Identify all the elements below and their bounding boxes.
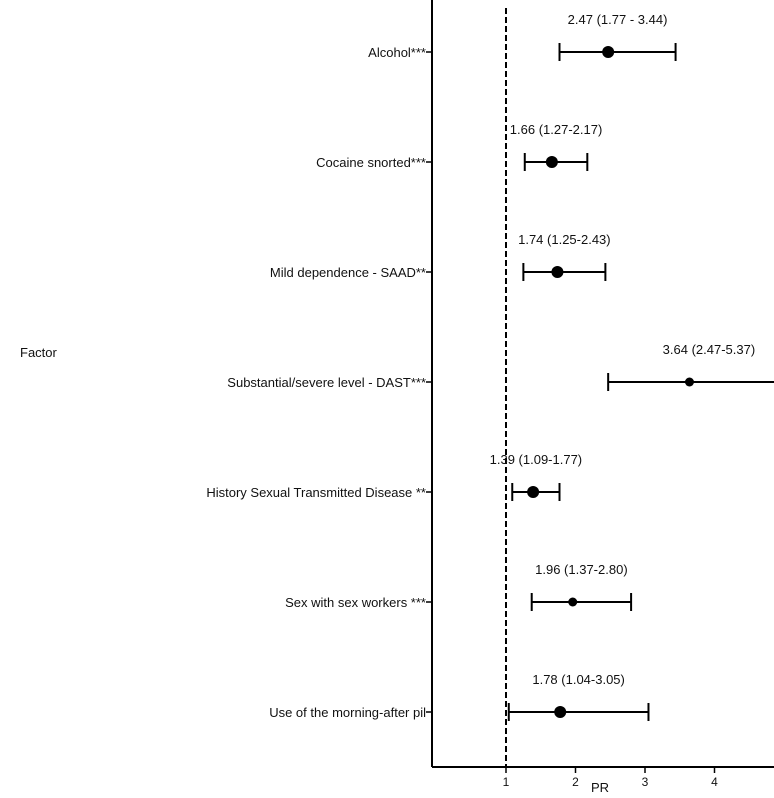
- estimate-annotation: 1.39 (1.09-1.77): [490, 452, 583, 467]
- y-axis-title: Factor: [20, 345, 58, 360]
- forest-row: Mild dependence - SAAD** 1.74 (1.25-2.43): [270, 232, 611, 281]
- forest-row: Cocaine snorted*** 1.66 (1.27-2.17): [316, 122, 602, 171]
- estimate-annotation: 1.96 (1.37-2.80): [535, 562, 628, 577]
- estimate-point: [545, 156, 558, 168]
- forest-row: History Sexual Transmitted Disease ** 1.3…: [206, 452, 582, 501]
- row-label: Substantial/severe level - DAST***: [227, 375, 426, 390]
- estimate-point: [602, 46, 615, 58]
- estimate-point: [568, 597, 578, 607]
- row-label: Mild dependence - SAAD**: [270, 265, 426, 280]
- row-label: Use of the morning-after pil: [269, 705, 426, 720]
- forest-row: Alcohol*** 2.47 (1.77 - 3.44): [368, 12, 677, 61]
- rows: Alcohol*** 2.47 (1.77 - 3.44) Cocaine snor…: [206, 12, 774, 721]
- estimate-annotation: 3.64 (2.47-5.37): [663, 342, 756, 357]
- forest-row: Use of the morning-after pil 1.78 (1.04-3…: [269, 672, 650, 721]
- row-label: Cocaine snorted***: [316, 155, 426, 170]
- x-axis-title: PR: [591, 780, 609, 795]
- estimate-annotation: 1.74 (1.25-2.43): [518, 232, 611, 247]
- row-label: Sex with sex workers ***: [285, 595, 426, 610]
- estimate-annotation: 2.47 (1.77 - 3.44): [568, 12, 668, 27]
- estimate-annotation: 1.66 (1.27-2.17): [510, 122, 603, 137]
- estimate-point: [551, 266, 564, 278]
- x-tick-label: 3: [642, 775, 649, 789]
- estimate-point: [554, 706, 567, 718]
- x-tick-label: 4: [711, 775, 718, 789]
- estimate-annotation: 1.78 (1.04-3.05): [532, 672, 625, 687]
- estimate-point: [527, 486, 540, 498]
- row-label: Alcohol***: [368, 45, 426, 60]
- forest-row: Sex with sex workers *** 1.96 (1.37-2.80): [285, 562, 633, 611]
- x-tick-label: 1: [503, 775, 510, 789]
- forest-row: Substantial/severe level - DAST*** 3.64 (…: [227, 342, 774, 391]
- x-tick-label: 2: [572, 775, 579, 789]
- row-label: History Sexual Transmitted Disease **: [206, 485, 426, 500]
- estimate-point: [684, 377, 694, 387]
- axes: 12345: [431, 0, 774, 789]
